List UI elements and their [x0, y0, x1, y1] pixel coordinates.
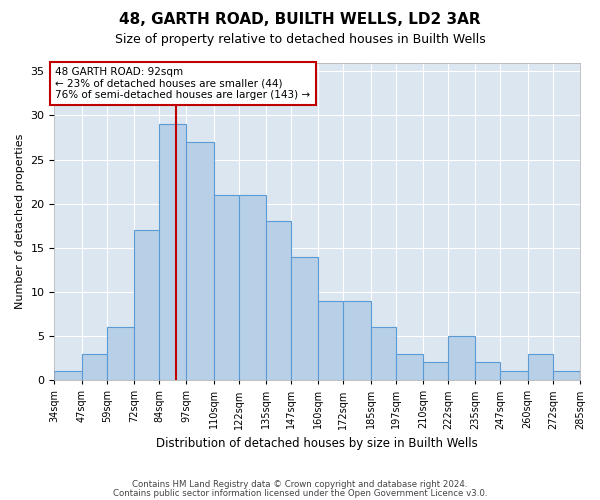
Bar [343, 300, 371, 380]
Bar [318, 300, 343, 380]
Text: Size of property relative to detached houses in Builth Wells: Size of property relative to detached ho… [115, 32, 485, 46]
Bar [187, 142, 214, 380]
Y-axis label: Number of detached properties: Number of detached properties [15, 134, 25, 309]
Bar [266, 222, 291, 380]
Bar [500, 372, 527, 380]
Text: Contains HM Land Registry data © Crown copyright and database right 2024.: Contains HM Land Registry data © Crown c… [132, 480, 468, 489]
Bar [82, 354, 107, 380]
Bar [239, 195, 266, 380]
Bar [134, 230, 159, 380]
Bar [371, 327, 396, 380]
Bar [423, 362, 448, 380]
Bar [396, 354, 423, 380]
Text: 48 GARTH ROAD: 92sqm
← 23% of detached houses are smaller (44)
76% of semi-detac: 48 GARTH ROAD: 92sqm ← 23% of detached h… [55, 67, 311, 100]
Text: Contains public sector information licensed under the Open Government Licence v3: Contains public sector information licen… [113, 489, 487, 498]
Bar [580, 372, 600, 380]
Bar [448, 336, 475, 380]
Bar [553, 372, 580, 380]
Bar [55, 372, 82, 380]
Text: 48, GARTH ROAD, BUILTH WELLS, LD2 3AR: 48, GARTH ROAD, BUILTH WELLS, LD2 3AR [119, 12, 481, 28]
Bar [291, 256, 318, 380]
Bar [527, 354, 553, 380]
Bar [475, 362, 500, 380]
Bar [214, 195, 239, 380]
Bar [107, 327, 134, 380]
X-axis label: Distribution of detached houses by size in Builth Wells: Distribution of detached houses by size … [157, 437, 478, 450]
Bar [159, 124, 187, 380]
